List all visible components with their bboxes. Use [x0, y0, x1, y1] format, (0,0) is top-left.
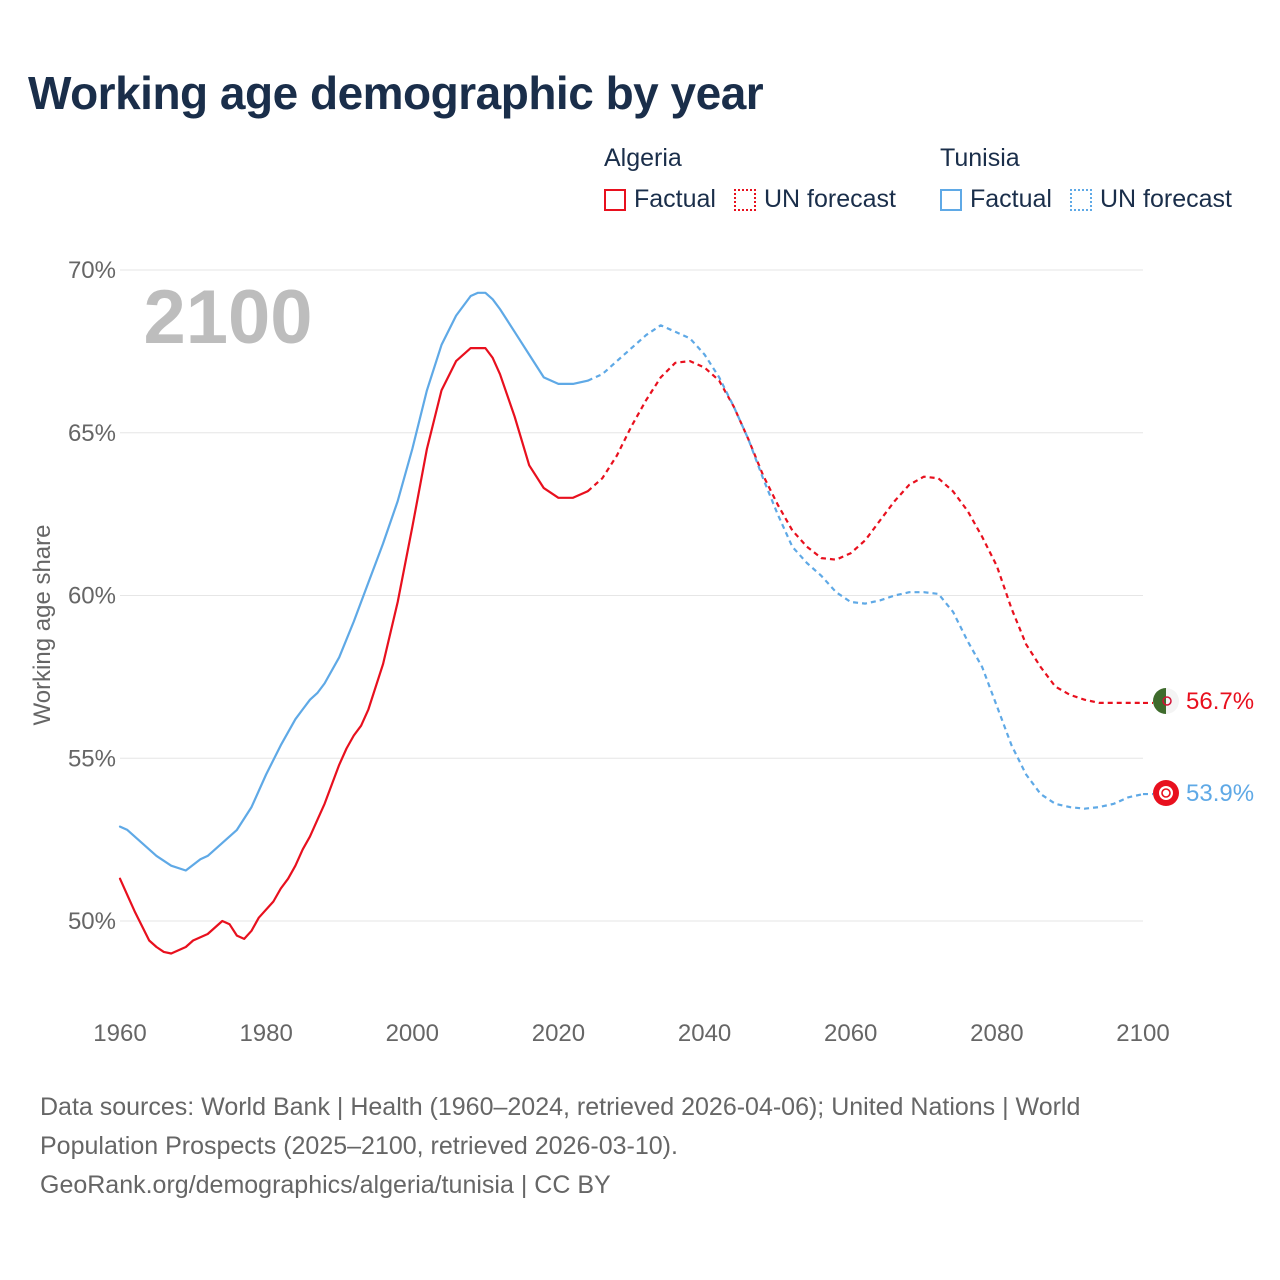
legend-item-algeria-forecast[interactable]: UN forecast [733, 185, 896, 214]
series-algeria-factual[interactable] [118, 347, 589, 955]
y-tick-label: 65% [68, 420, 116, 447]
series-lines [118, 291, 1153, 955]
x-tick-label: 2060 [824, 1020, 877, 1047]
legend-label-tunisia-factual: Factual [970, 185, 1052, 213]
legend-swatch-tunisia-forecast [1069, 188, 1092, 211]
x-tick-label: 2000 [386, 1020, 439, 1047]
legend-country-tunisia: Tunisia [940, 144, 1020, 172]
legend-swatch-tunisia-factual [940, 188, 962, 211]
legend-label-algeria-factual: Factual [634, 185, 716, 213]
x-tick-label: 1980 [239, 1020, 292, 1047]
legend-label-algeria-forecast: UN forecast [763, 185, 896, 213]
x-tick-label: 2040 [678, 1020, 731, 1047]
y-axis-label: Working age share [29, 525, 56, 726]
x-axis-ticks: 1960 1980 2000 2020 2040 2060 2080 2100 [93, 1020, 1169, 1047]
x-tick-label: 2080 [970, 1020, 1023, 1047]
legend-swatch-algeria-factual [604, 188, 626, 211]
tunisia-flag-icon[interactable] [1153, 780, 1179, 806]
footer-line-2: Population Prospects (2025–2100, retriev… [40, 1132, 678, 1160]
year-overlay: 2100 [143, 275, 312, 360]
legend-swatch-algeria-forecast [733, 188, 756, 211]
x-tick-label: 2020 [532, 1020, 585, 1047]
series-tunisia-factual[interactable] [118, 291, 589, 872]
y-tick-label: 50% [68, 908, 116, 935]
footer-sources: Data sources: World Bank | Health (1960–… [40, 1088, 1240, 1205]
footer-line-1: Data sources: World Bank | Health (1960–… [40, 1093, 1081, 1121]
tunisia-end-label: 53.9% [1186, 780, 1254, 807]
legend-algeria: Algeria Factual UN forecast [604, 144, 914, 214]
algeria-flag-icon[interactable] [1153, 688, 1179, 714]
y-axis-ticks: 50% 55% 60% 65% 70% [68, 257, 116, 935]
line-chart: 50% 55% 60% 65% 70% 1960 1980 2000 2020 2040 2060… [29, 257, 1254, 1047]
legend-country-algeria: Algeria [604, 144, 682, 172]
x-tick-label: 2100 [1116, 1020, 1169, 1047]
y-tick-label: 70% [68, 257, 116, 284]
legend-item-tunisia-forecast[interactable]: UN forecast [1069, 185, 1232, 214]
y-tick-label: 55% [68, 745, 116, 772]
x-tick-label: 1960 [93, 1020, 146, 1047]
legend-item-tunisia-factual[interactable]: Factual [940, 185, 1052, 214]
y-tick-label: 60% [68, 583, 116, 610]
series-tunisia-forecast[interactable] [587, 324, 1144, 810]
legend-tunisia: Tunisia Factual UN forecast [940, 144, 1250, 214]
series-algeria-forecast[interactable] [586, 360, 1143, 704]
chart-title: Working age demographic by year [28, 67, 764, 119]
legend-label-tunisia-forecast: UN forecast [1099, 185, 1232, 213]
legend-item-algeria-factual[interactable]: Factual [604, 185, 716, 214]
algeria-end-label: 56.7% [1186, 688, 1254, 715]
end-markers: 56.7% 53.9% [1153, 688, 1254, 807]
grid-lines [120, 269, 1143, 922]
footer-line-3[interactable]: GeoRank.org/demographics/algeria/tunisia… [40, 1171, 611, 1199]
